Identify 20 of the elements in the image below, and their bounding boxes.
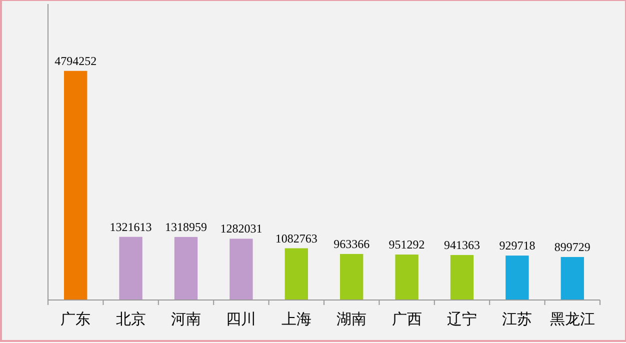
- x-tick-label: 辽宁: [447, 311, 477, 328]
- x-tick-label: 四川: [226, 311, 256, 328]
- data-label: 1318959: [165, 220, 207, 234]
- data-label: 4794252: [54, 54, 97, 68]
- x-tick-label: 广东: [60, 311, 91, 328]
- x-tick-label: 河南: [171, 311, 201, 328]
- data-label: 899729: [554, 240, 590, 254]
- x-tick-label: 湖南: [336, 311, 367, 328]
- x-tick-label: 黑龙江: [550, 311, 595, 328]
- data-label: 963366: [334, 236, 370, 251]
- x-tick-label: 广西: [392, 311, 422, 328]
- x-tick-label: 江苏: [502, 311, 532, 328]
- data-label: 929718: [499, 238, 536, 253]
- data-label: 1282031: [220, 222, 262, 236]
- x-tick-label: 北京: [116, 311, 146, 328]
- data-label: 941363: [444, 238, 480, 252]
- x-tick-label: 上海: [281, 311, 312, 328]
- data-label: 1082763: [275, 231, 318, 246]
- data-label: 1321613: [110, 220, 152, 234]
- data-label: 951292: [388, 238, 425, 252]
